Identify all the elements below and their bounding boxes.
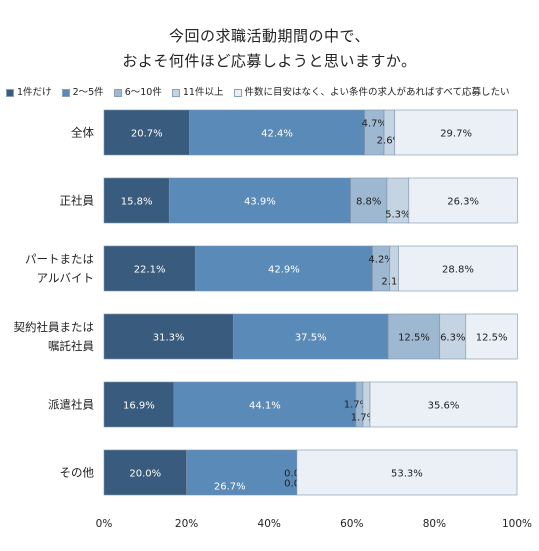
data-label-r0-s4: 29.7% (440, 129, 472, 140)
category-label-2-line-0: パートまたは (25, 252, 94, 266)
bar-segment-r5-s4 (296, 449, 518, 496)
data-label-r0-s0: 20.7% (131, 129, 163, 140)
bar-segment-r3-s2 (387, 313, 441, 360)
legend-item-3: 6～10件 (113, 84, 162, 98)
data-label-r1-s2: 8.8% (356, 197, 381, 208)
legend: 1件だけ 2～5件 6～10件 11件以上 件数に目安はなく、よい条件の求人があ… (6, 84, 538, 100)
bar-segment-r0-s1 (189, 109, 365, 156)
x-tick-label-0: 0% (96, 518, 113, 530)
bar-segment-r0-s2 (364, 109, 385, 156)
legend-label-3: 6～10件 (124, 87, 162, 98)
legend-swatch-2 (61, 88, 70, 97)
bar-segment-r3-s0 (103, 313, 234, 360)
legend-label-1: 1件だけ (17, 87, 52, 98)
category-label-0-line-0: 全体 (71, 126, 94, 140)
legend-item-1: 1件だけ (6, 84, 52, 98)
data-label-r3-s3: 6.3% (440, 333, 465, 344)
bar-segment-r3-s1 (232, 313, 389, 360)
bar-segment-r3-s4 (465, 313, 518, 360)
x-tick-label-2: 40% (258, 518, 281, 530)
legend-item-5: 件数に目安はなく、よい条件の求人があればすべて応募したい (233, 84, 510, 98)
data-label-r5-s0: 20.0% (129, 469, 161, 480)
data-label-r0-s2: 4.7% (362, 119, 387, 130)
data-label-r3-s4: 12.5% (476, 333, 508, 344)
bar-segment-r2-s4 (398, 245, 518, 292)
legend-swatch-1 (6, 88, 14, 97)
category-label-4-line-0: 派遣社員 (48, 398, 94, 412)
legend-swatch-4 (171, 88, 180, 97)
bar-segment-r4-s4 (369, 381, 518, 428)
x-tick-label-5: 100% (502, 518, 532, 530)
legend-label-4: 11件以上 (182, 87, 224, 98)
data-label-r2-s0: 22.1% (134, 265, 166, 276)
data-label-r5-s4: 53.3% (391, 469, 423, 480)
data-label-r2-s3: 2.1% (381, 277, 406, 288)
data-label-r0-s1: 42.4% (261, 129, 293, 140)
x-tick-label-4: 80% (423, 518, 446, 530)
bar-segment-r0-s0 (103, 109, 190, 156)
data-label-r4-s0: 16.9% (123, 401, 155, 412)
bar-segment-r1-s0 (103, 177, 170, 224)
data-label-r3-s1: 37.5% (295, 333, 327, 344)
data-label-r2-s4: 28.8% (442, 265, 474, 276)
data-label-r4-s2: 1.7% (344, 400, 369, 411)
bar-segment-r2-s1 (194, 245, 373, 292)
data-label-r0-s3: 2.6% (377, 136, 402, 147)
bar-segment-r4-s0 (103, 381, 175, 428)
data-label-r1-s4: 26.3% (447, 197, 479, 208)
chart-title-line-2: およそ何件ほど応募しようと思いますか。 (122, 52, 417, 70)
bar-segment-r1-s1 (168, 177, 351, 224)
data-label-r2-s2: 4.2% (368, 255, 393, 266)
legend-item-4: 11件以上 (171, 84, 224, 98)
legend-item-2: 2～5件 (61, 84, 104, 98)
category-label-1-line-0: 正社員 (60, 194, 95, 208)
legend-label-2: 2～5件 (72, 87, 104, 98)
bar-segment-r1-s4 (408, 177, 518, 224)
data-label-r1-s1: 43.9% (244, 197, 276, 208)
bar-segment-r5-s0 (103, 449, 187, 496)
data-label-r3-s0: 31.3% (153, 333, 185, 344)
bar-segment-r0-s3 (383, 109, 396, 156)
data-label-r4-s3: 1.7% (351, 413, 376, 424)
category-label-5-line-0: その他 (60, 466, 95, 480)
data-label-r1-s3: 5.3% (385, 210, 410, 221)
x-tick-label-3: 60% (340, 518, 363, 530)
category-label-2-line-1: アルバイト (37, 271, 94, 285)
data-label-r4-s1: 44.1% (249, 401, 281, 412)
data-label-r1-s0: 15.8% (121, 197, 153, 208)
bar-segment-r3-s3 (439, 313, 467, 360)
legend-swatch-3 (113, 88, 122, 97)
data-label-r4-s4: 35.6% (428, 401, 460, 412)
category-label-3-line-1: 嘱託社員 (48, 339, 94, 353)
data-label-r3-s2: 12.5% (398, 333, 430, 344)
category-label-3-line-0: 契約社員または (14, 320, 95, 334)
bar-segment-r0-s4 (394, 109, 518, 156)
data-label-r2-s1: 42.9% (268, 265, 300, 276)
x-tick-label-1: 20% (175, 518, 198, 530)
data-label-r5-s1: 26.7% (214, 482, 246, 493)
chart-title-line-1: 今回の求職活動期間の中で、 (169, 27, 370, 45)
legend-swatch-5 (233, 88, 242, 97)
legend-label-5: 件数に目安はなく、よい条件の求人があればすべて応募したい (244, 87, 510, 98)
